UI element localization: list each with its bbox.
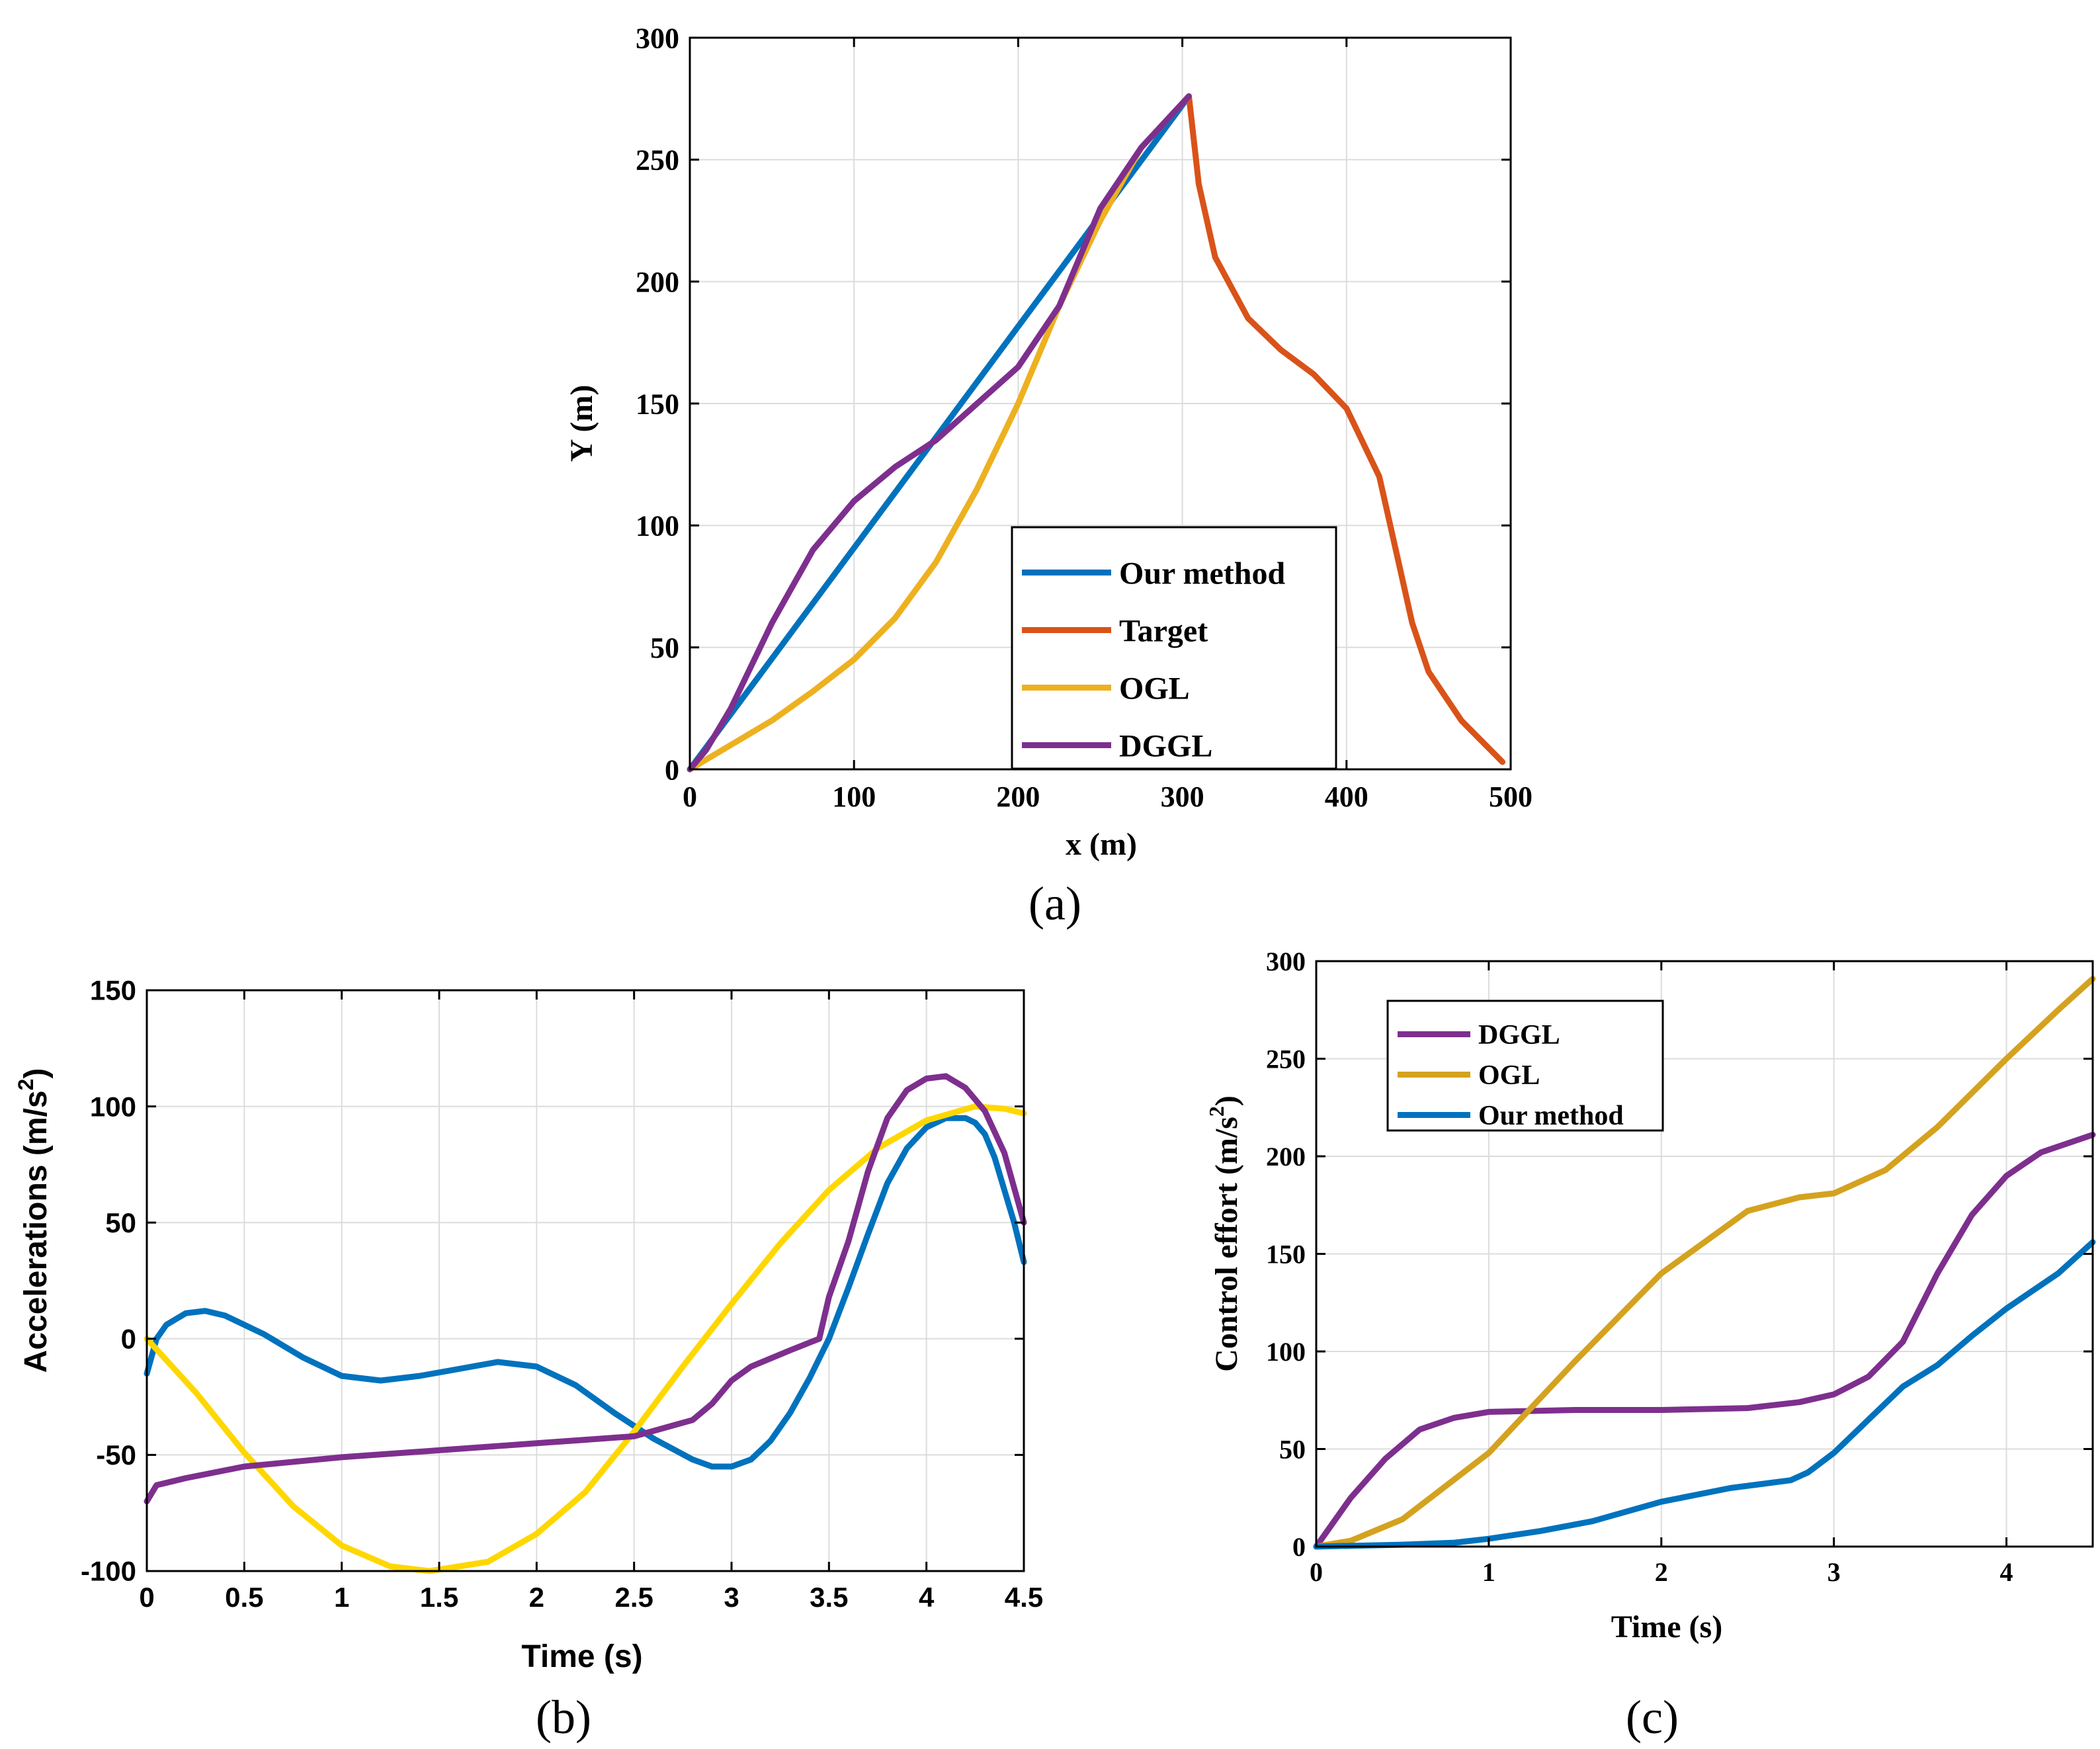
panel-a-xtick-label-100: 100	[832, 781, 876, 813]
panel-a-xlabel: x (m)	[1066, 827, 1137, 862]
panel-c-series-line-dggl	[1313, 1132, 2096, 1550]
panel-a-trajectory-chart: Y (m) x (m) (a) 0 100 200 300 400 500 0 50 100 15…	[564, 22, 1533, 930]
panel-a-ylabel: Y (m)	[564, 385, 599, 462]
panel-a-ytick-label-100: 100	[636, 510, 679, 542]
panel-c-xtick-label-0: 0	[1310, 1557, 1323, 1587]
panel-a-ytick-label-300: 300	[636, 22, 679, 54]
panel-c-legend-label-our-method: Our method	[1478, 1101, 1624, 1131]
panel-b-series-line-1	[144, 1115, 1027, 1470]
panel-a-ytick-label-150: 150	[636, 388, 679, 420]
panel-a-series-line-ogl	[687, 93, 1192, 773]
panel-b-xlabel: Time (s)	[521, 1639, 642, 1674]
panel-a-xtick-label-0: 0	[683, 781, 697, 813]
panel-b-xtick-label-3-5: 3.5	[810, 1582, 848, 1613]
panel-b-ytick-label-50: -50	[96, 1439, 136, 1471]
panel-a-legend-label-ogl: OGL	[1119, 671, 1190, 706]
panel-b-ytick-label-0: 0	[121, 1324, 136, 1355]
panel-a-series-line-target	[1186, 93, 1506, 765]
panel-b-ylabel-close: )	[19, 1068, 54, 1079]
panel-c-xtick-label-1: 1	[1482, 1557, 1495, 1587]
panel-c-ylabel: Control effort (m/s2)	[1204, 1095, 1244, 1372]
panel-b-plot-area	[147, 990, 1024, 1571]
panel-c-ylabel-main: Control effort (m/s	[1209, 1117, 1244, 1372]
panel-a-series-line-dggl	[687, 93, 1192, 773]
panel-c-ytick-label-250: 250	[1266, 1045, 1306, 1074]
panel-a-ytick-label-200: 200	[636, 266, 679, 298]
panel-c-ytick-label-100: 100	[1266, 1337, 1306, 1367]
panel-c-xtick-label-2: 2	[1655, 1557, 1668, 1587]
panel-c-series-line-ogl	[1313, 976, 2096, 1550]
panel-a-ytick-label-250: 250	[636, 144, 679, 177]
panel-b-ytick-label-100: 100	[90, 1091, 136, 1122]
panel-a-ytick-label-50: 50	[650, 632, 679, 664]
panel-a-legend-label-target: Target	[1119, 613, 1208, 648]
panel-c-ytick-label-300: 300	[1266, 947, 1306, 976]
panel-b-xtick-label-0-5: 0.5	[225, 1582, 263, 1613]
panel-b-xtick-label-4: 4	[919, 1582, 935, 1613]
panel-b-xtick-label-0: 0	[139, 1582, 154, 1613]
panel-a-xtick-label-400: 400	[1325, 781, 1368, 813]
panel-c-ytick-label-200: 200	[1266, 1142, 1306, 1172]
panel-c-ytick-label-0: 0	[1292, 1532, 1306, 1562]
panel-b-ylabel: Accelerations (m/s2)	[14, 1068, 54, 1373]
panel-b-xtick-label-2-5: 2.5	[614, 1582, 653, 1613]
panel-b-series-line-3	[144, 1073, 1027, 1505]
panel-b-ytick-label-50: 50	[105, 1207, 136, 1238]
panel-c-xtick-label-3: 3	[1827, 1557, 1841, 1587]
panel-c-xtick-label-4: 4	[2000, 1557, 2013, 1587]
panel-b-axes-box	[146, 989, 1025, 1572]
panel-b-xtick-label-1-5: 1.5	[420, 1582, 458, 1613]
panel-a-xtick-label-300: 300	[1161, 781, 1204, 813]
panel-c-xlabel: Time (s)	[1611, 1609, 1722, 1644]
panel-b-ytick-label-150: 150	[90, 975, 136, 1006]
panel-b-accelerations-chart: Accelerations (m/s2) Time (s) (b) 0 0.5 1 1…	[14, 975, 1043, 1744]
panel-b-xtick-label-2: 2	[529, 1582, 544, 1613]
panel-a-caption: (a)	[1029, 877, 1081, 930]
panel-c-ylabel-close: )	[1209, 1095, 1244, 1106]
panel-c-ytick-label-50: 50	[1279, 1435, 1306, 1465]
panel-b-xtick-label-1: 1	[334, 1582, 349, 1613]
panel-a-xtick-label-500: 500	[1489, 781, 1533, 813]
panel-a-ytick-label-0: 0	[665, 753, 679, 786]
panel-c-legend-label-dggl: DGGL	[1478, 1020, 1560, 1050]
panel-c-legend-box	[1386, 1000, 1664, 1132]
panel-c-caption: (c)	[1626, 1691, 1679, 1744]
panel-b-series-line-2	[144, 1103, 1027, 1574]
panel-c-ylabel-sup: 2	[1204, 1106, 1228, 1117]
panel-c-legend-label-ogl: OGL	[1478, 1060, 1540, 1091]
panel-b-caption: (b)	[536, 1691, 591, 1744]
panel-b-xtick-label-3: 3	[724, 1582, 739, 1613]
panel-a-legend-label-dggl: DGGL	[1119, 728, 1212, 763]
panel-a-xtick-label-200: 200	[996, 781, 1040, 813]
panel-a-legend: Our method Target OGL DGGL	[1011, 526, 1337, 770]
panel-b-ytick-label-100: -100	[81, 1556, 136, 1587]
panel-c-legend: DGGL OGL Our method	[1386, 1000, 1664, 1132]
panel-b-xtick-label-4-5: 4.5	[1005, 1582, 1043, 1613]
panel-b-ylabel-main: Accelerations (m/s	[19, 1090, 54, 1373]
panel-c-ytick-label-150: 150	[1266, 1240, 1306, 1269]
panel-b-ylabel-sup: 2	[14, 1079, 38, 1091]
panel-c-series-line-our-method	[1313, 1239, 2096, 1550]
panel-a-legend-label-our-method: Our method	[1119, 556, 1285, 591]
panel-a-legend-box	[1011, 526, 1337, 770]
